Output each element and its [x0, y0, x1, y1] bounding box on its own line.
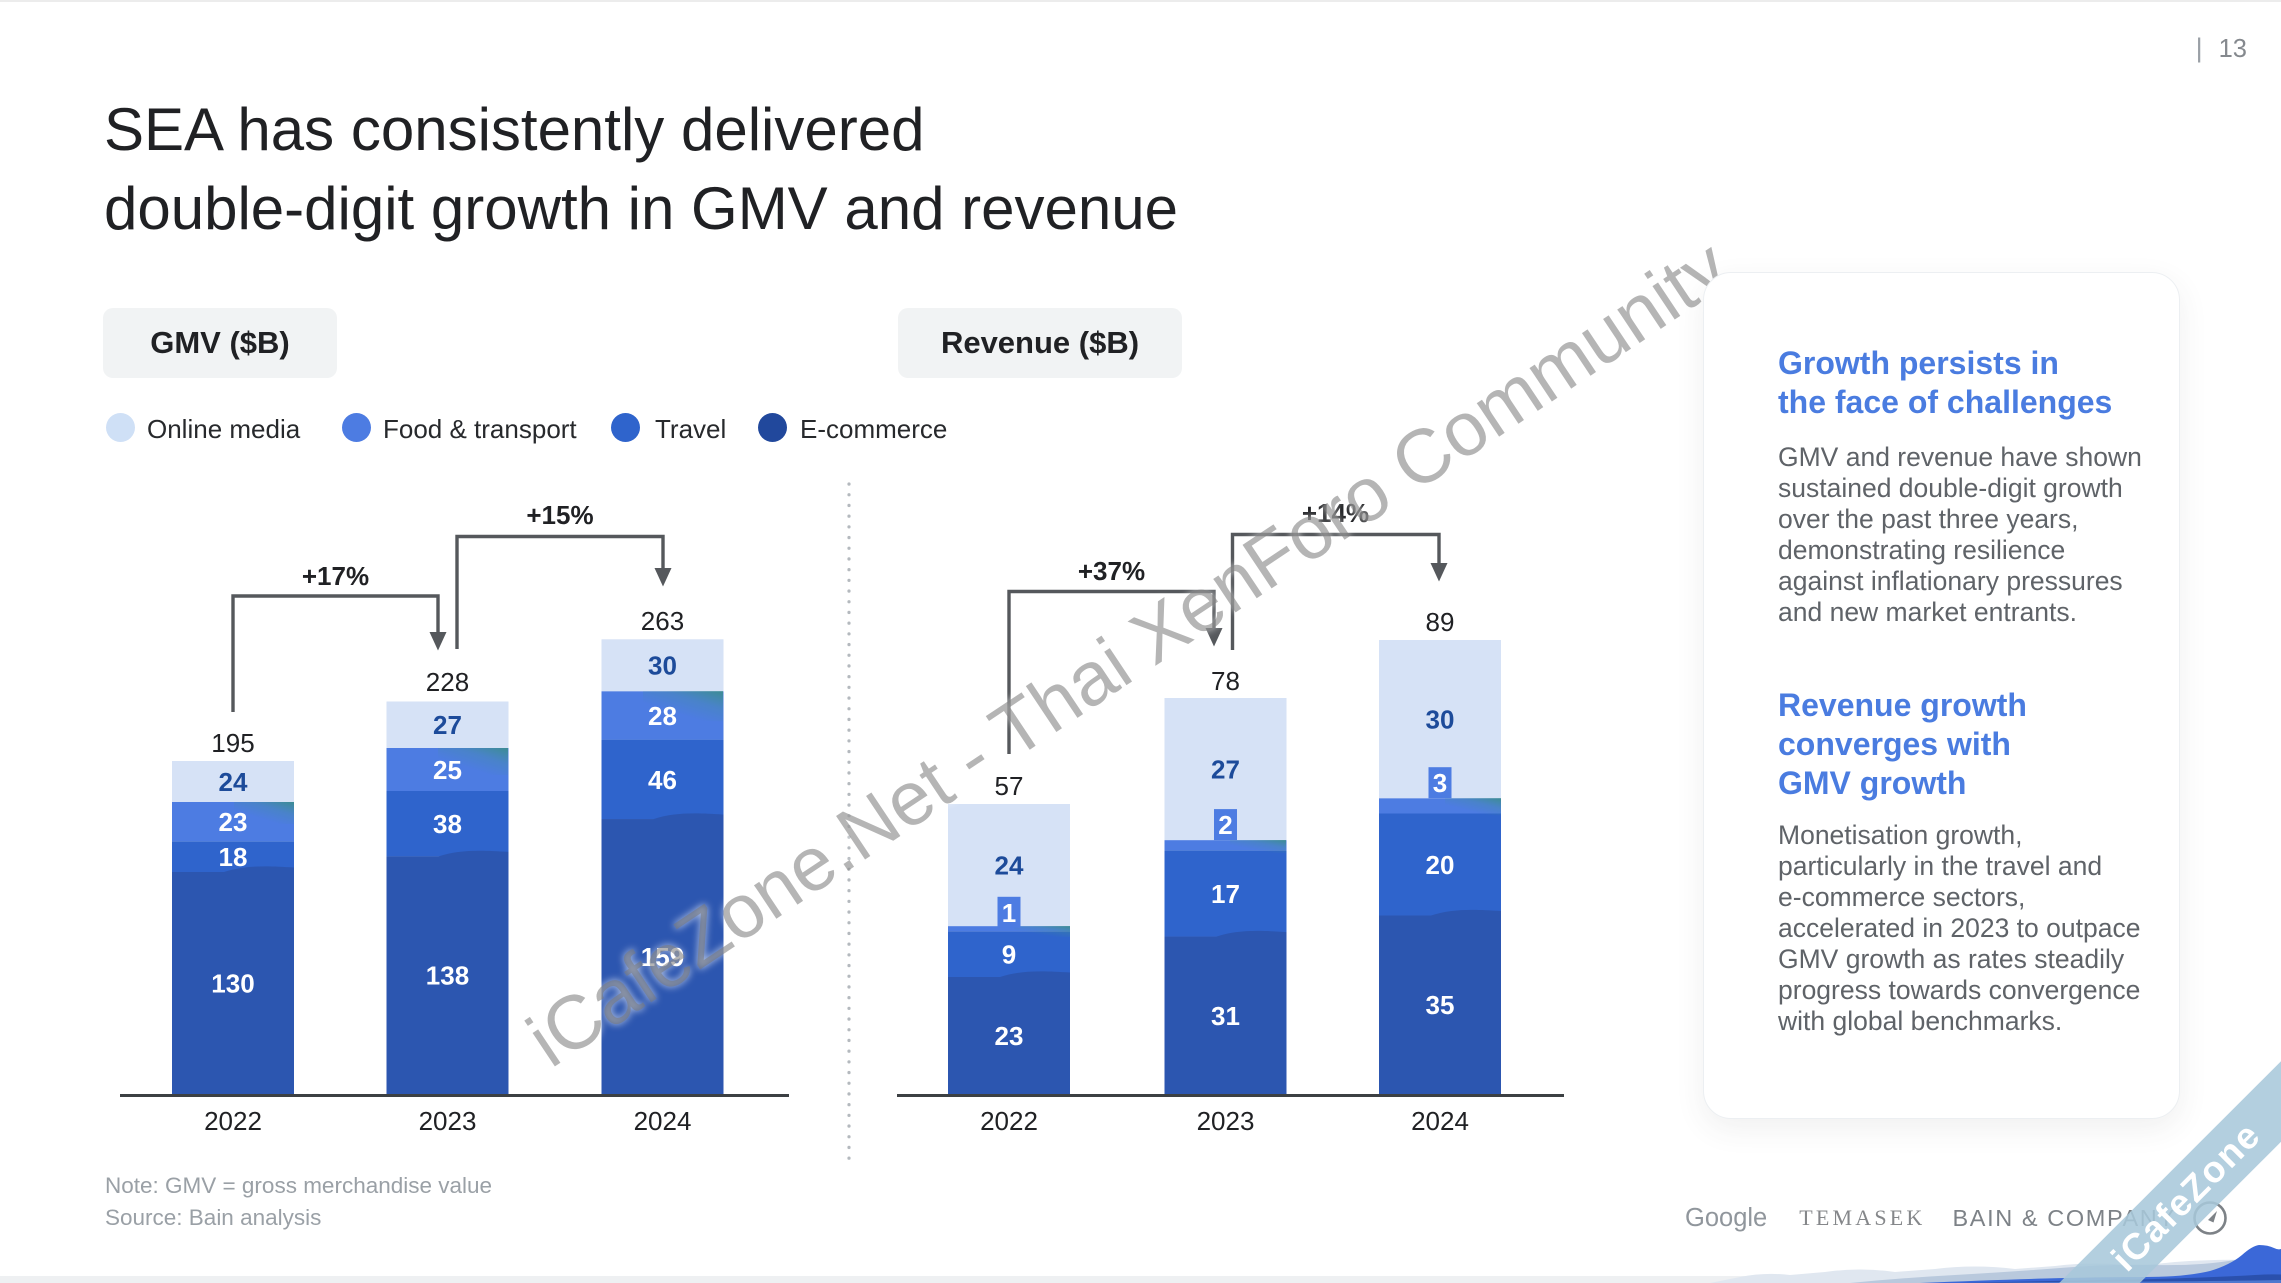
svg-text:24: 24 — [995, 851, 1024, 881]
svg-text:9: 9 — [1002, 940, 1016, 970]
svg-text:228: 228 — [426, 667, 469, 697]
svg-text:159: 159 — [641, 942, 684, 972]
svg-text:38: 38 — [433, 809, 462, 839]
svg-text:57: 57 — [995, 771, 1024, 801]
svg-text:24: 24 — [219, 767, 248, 797]
svg-text:263: 263 — [641, 606, 684, 636]
svg-text:2023: 2023 — [1197, 1106, 1255, 1136]
svg-text:28: 28 — [648, 701, 677, 731]
svg-text:+15%: +15% — [526, 500, 593, 530]
svg-text:23: 23 — [219, 807, 248, 837]
svg-text:1: 1 — [1002, 898, 1016, 928]
svg-text:130: 130 — [211, 969, 254, 999]
svg-text:2024: 2024 — [1411, 1106, 1469, 1136]
svg-text:17: 17 — [1211, 879, 1240, 909]
svg-text:195: 195 — [211, 728, 254, 758]
svg-text:2022: 2022 — [204, 1106, 262, 1136]
svg-text:2022: 2022 — [980, 1106, 1038, 1136]
svg-text:2: 2 — [1218, 810, 1232, 840]
svg-text:30: 30 — [1426, 705, 1455, 735]
svg-text:+37%: +37% — [1078, 556, 1145, 586]
svg-text:+14%: +14% — [1302, 498, 1369, 528]
svg-text:30: 30 — [648, 651, 677, 681]
svg-text:3: 3 — [1433, 768, 1447, 798]
svg-text:46: 46 — [648, 765, 677, 795]
svg-text:23: 23 — [995, 1021, 1024, 1051]
svg-text:2023: 2023 — [419, 1106, 477, 1136]
svg-text:27: 27 — [433, 710, 462, 740]
svg-text:35: 35 — [1426, 990, 1455, 1020]
svg-text:+17%: +17% — [302, 561, 369, 591]
svg-text:2024: 2024 — [634, 1106, 692, 1136]
svg-text:27: 27 — [1211, 755, 1240, 785]
svg-text:20: 20 — [1426, 850, 1455, 880]
svg-text:89: 89 — [1426, 607, 1455, 637]
svg-text:138: 138 — [426, 961, 469, 991]
svg-text:31: 31 — [1211, 1001, 1240, 1031]
svg-text:18: 18 — [219, 842, 248, 872]
svg-text:25: 25 — [433, 755, 462, 785]
svg-text:78: 78 — [1211, 666, 1240, 696]
